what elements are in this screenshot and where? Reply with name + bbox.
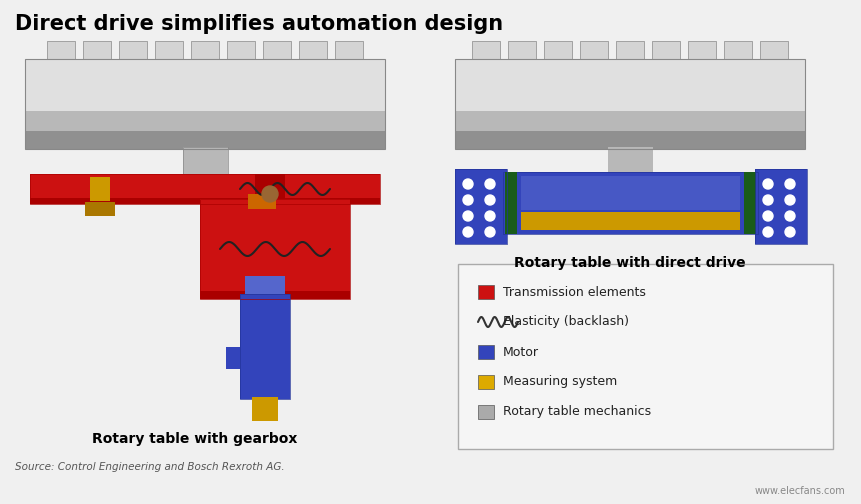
Bar [724, 41, 752, 59]
Bar [755, 169, 807, 244]
Bar [503, 172, 758, 234]
Circle shape [485, 195, 495, 205]
Bar [455, 169, 507, 244]
Text: Source: Control Engineering and Bosch Rexroth AG.: Source: Control Engineering and Bosch Re… [15, 462, 285, 472]
Bar [90, 177, 110, 201]
Circle shape [463, 211, 473, 221]
Bar [580, 41, 608, 59]
Bar [25, 59, 385, 134]
Bar [119, 41, 147, 59]
Bar [744, 172, 756, 234]
Bar [478, 375, 494, 389]
Bar [30, 198, 380, 204]
Bar [240, 294, 290, 399]
Bar [521, 212, 740, 230]
Bar [455, 169, 507, 244]
Bar [255, 174, 285, 212]
Bar [521, 176, 740, 210]
Bar [85, 202, 115, 216]
Text: Direct drive simplifies automation design: Direct drive simplifies automation desig… [15, 14, 503, 34]
Bar [252, 397, 278, 421]
Bar [472, 41, 500, 59]
Circle shape [262, 186, 278, 202]
Bar [455, 111, 805, 131]
Circle shape [485, 179, 495, 189]
Bar [47, 41, 75, 59]
Bar [335, 41, 363, 59]
Text: Measuring system: Measuring system [503, 375, 617, 389]
Circle shape [785, 211, 795, 221]
Bar [183, 147, 228, 177]
Bar [226, 347, 240, 369]
Text: www.elecfans.com: www.elecfans.com [754, 486, 845, 496]
Bar [248, 194, 276, 209]
Bar [760, 41, 788, 59]
Bar [505, 172, 517, 234]
Bar [503, 172, 758, 234]
Bar [299, 41, 327, 59]
Bar [191, 41, 219, 59]
Bar [616, 41, 644, 59]
Circle shape [485, 211, 495, 221]
Bar [183, 147, 228, 177]
Bar [458, 264, 833, 449]
Bar [478, 345, 494, 359]
Text: Rotary table with gearbox: Rotary table with gearbox [92, 432, 298, 446]
Bar [200, 199, 350, 299]
Bar [30, 174, 380, 204]
Text: Transmission elements: Transmission elements [503, 285, 646, 298]
Bar [30, 174, 380, 204]
Bar [200, 199, 350, 299]
Circle shape [763, 211, 773, 221]
Bar [688, 41, 716, 59]
Circle shape [485, 227, 495, 237]
Circle shape [463, 179, 473, 189]
Bar [83, 41, 111, 59]
Circle shape [463, 227, 473, 237]
Bar [25, 131, 385, 149]
Bar [508, 41, 536, 59]
Text: Rotary table mechanics: Rotary table mechanics [503, 406, 651, 418]
Text: Elasticity (backlash): Elasticity (backlash) [503, 316, 629, 329]
Bar [227, 41, 255, 59]
Circle shape [785, 195, 795, 205]
Bar [155, 41, 183, 59]
Bar [544, 41, 572, 59]
Bar [25, 111, 385, 131]
Bar [455, 59, 805, 134]
Bar [245, 276, 285, 294]
Bar [240, 294, 290, 399]
Circle shape [463, 195, 473, 205]
Bar [608, 147, 653, 177]
Bar [455, 59, 805, 149]
Bar [652, 41, 680, 59]
Bar [455, 131, 805, 149]
Bar [200, 291, 350, 299]
Text: Rotary table with direct drive: Rotary table with direct drive [514, 256, 746, 270]
Bar [478, 405, 494, 419]
Circle shape [763, 179, 773, 189]
Bar [25, 59, 385, 149]
Bar [755, 169, 807, 244]
Circle shape [785, 179, 795, 189]
Bar [263, 41, 291, 59]
Text: Motor: Motor [503, 346, 539, 358]
Bar [478, 285, 494, 299]
Circle shape [763, 227, 773, 237]
Circle shape [763, 195, 773, 205]
Circle shape [785, 227, 795, 237]
